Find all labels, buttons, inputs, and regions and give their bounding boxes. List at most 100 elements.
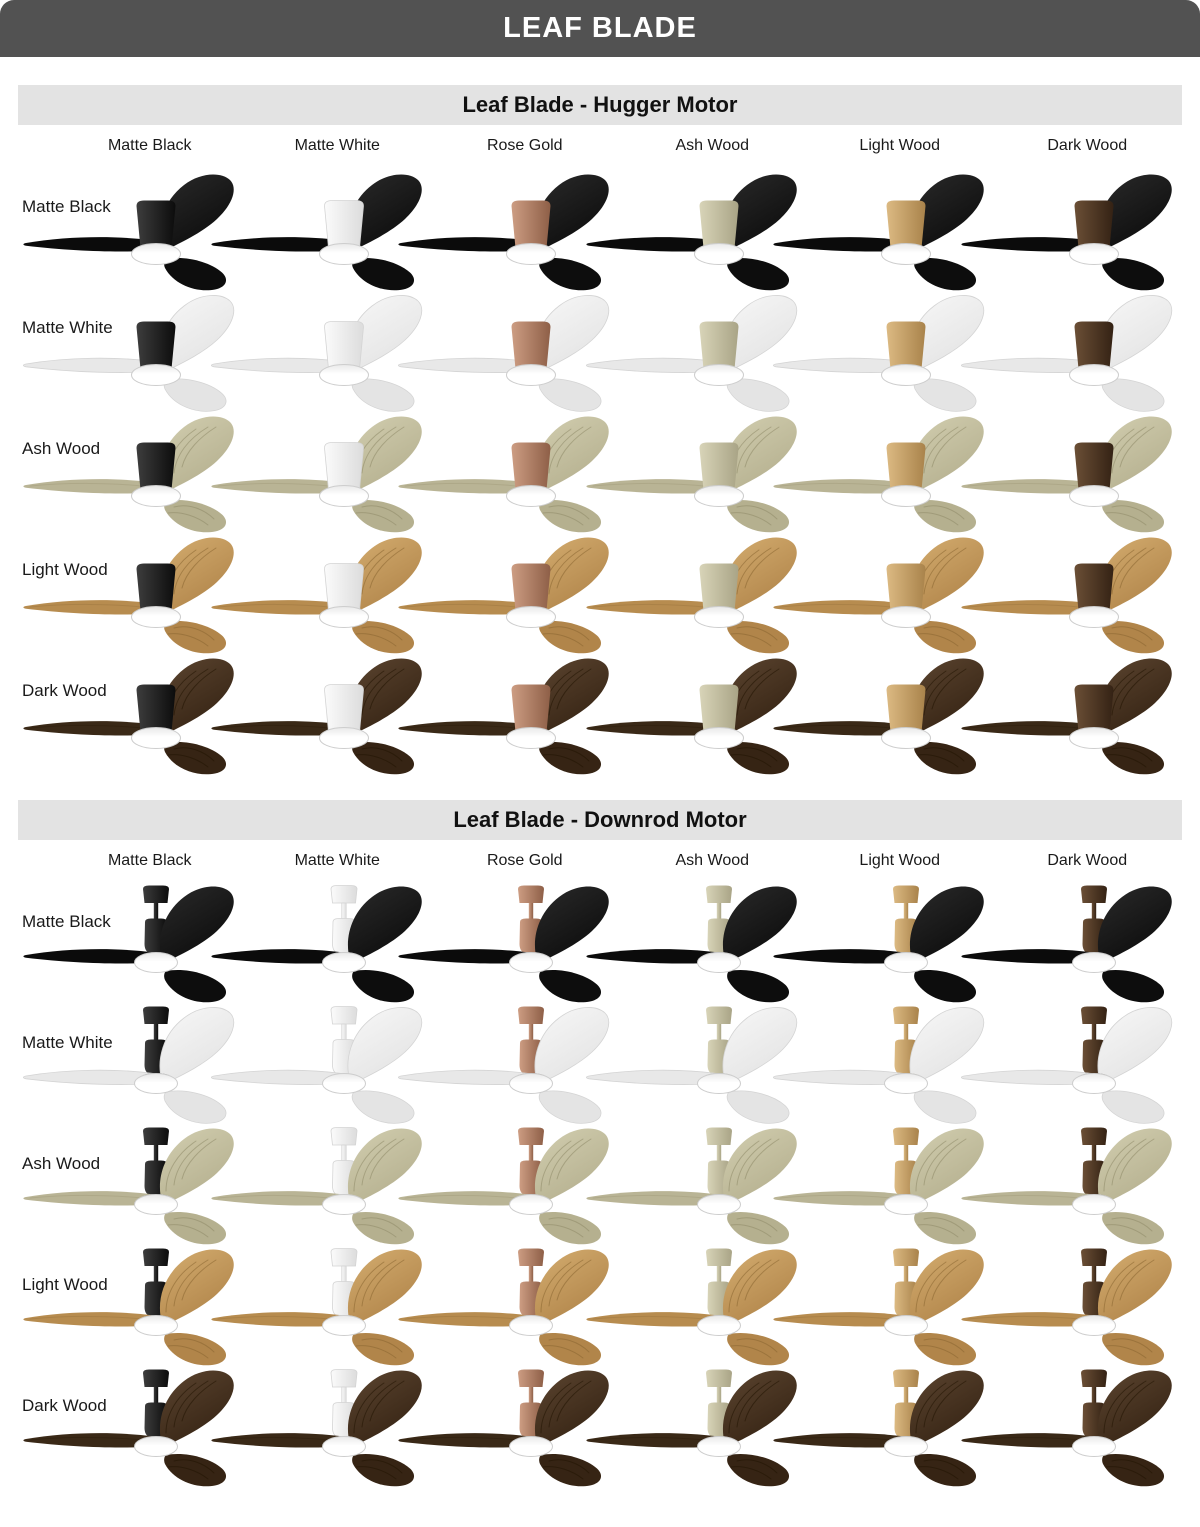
row-label-matte-black: Matte Black [22,912,111,931]
fan-motor-cone [323,563,364,612]
fan-blade-left [585,1433,719,1448]
section-header-hugger: Leaf Blade - Hugger Motor [18,85,1182,125]
section-downrod: Leaf Blade - Downrod Motor Matte Black Ma… [0,800,1200,1487]
fan-blade-bottom [539,620,602,654]
blade-row-ash-wood: Ash Wood [0,1114,1200,1245]
fan-downrod-motor-rose-gold-blades-dark-wood [398,1356,619,1487]
fan-blades [585,537,797,654]
fan-blade-top [534,1128,609,1204]
fan-blade-left [398,949,532,964]
fan-blade-top [159,1370,234,1446]
fan-canopy [518,885,544,903]
fan-hugger-motor-dark-wood-blades-light-wood [960,520,1182,654]
fan-downrod [903,1024,909,1041]
fan-canopy [1080,1248,1107,1266]
fan-blade-bottom [913,1090,977,1124]
fan-blade-left [23,1191,157,1206]
fan-light [321,1315,366,1336]
fan-hugger-motor-matte-white-blades-ash-wood [210,399,432,533]
fan-blade-top [1097,1249,1172,1325]
fan-canopy [518,1248,544,1266]
fan-downrod-motor-matte-black-blades-ash-wood [23,1114,244,1245]
fan-light [881,243,931,265]
fan-blade-top [347,416,422,492]
fan-image [773,537,984,654]
fan-hugger-motor-light-wood-blades-matte-white [772,278,994,412]
fan-blades [398,886,609,1003]
fan-blade-left [210,479,344,494]
blade-grain-lines [404,668,592,768]
fan-light [696,1315,741,1336]
fan-downrod-motor-rose-gold-blades-ash-wood [398,1114,619,1245]
fan-downrod-motor-dark-wood-blades-light-wood [960,1235,1182,1366]
fan-blade-top [159,416,234,492]
fan-blade-bottom [164,1211,227,1245]
fan-image [773,1369,984,1487]
fan-blade-top [1097,174,1172,250]
fan-blade-top [159,537,234,613]
fan-image [585,1248,797,1366]
fan-blade-top [534,886,609,962]
blade-grain-lines [217,1259,404,1359]
fan-blade-left [773,1312,907,1327]
fan-blade-bottom [1101,741,1164,775]
fan-downrod [716,903,721,920]
fan-blades [585,1128,797,1245]
fan-image [23,174,234,291]
fan-blade-bottom [726,1090,789,1124]
fan-blades [210,1007,422,1124]
fan-blade-top [534,537,609,613]
fan-hugger-motor-matte-black-blades-ash-wood [23,399,244,533]
fan-blades [210,1370,422,1487]
fan-hugger-motor-rose-gold-blades-light-wood [398,520,619,654]
fan-blade-left [960,479,1094,494]
fan-image [585,295,797,412]
fan-blade-left [773,721,907,736]
fan-blade-top [722,174,797,250]
fan-blade-left [398,237,532,252]
fan-motor-cone [323,321,364,370]
fan-image [22,1006,235,1124]
fan-image [585,1006,797,1124]
fan-downrod-motor-rose-gold-blades-matte-white [397,993,619,1124]
fan-blade-left [23,1312,157,1327]
blade-row-matte-white: Matte White [0,993,1200,1124]
fan-blade-bottom [914,257,977,291]
column-header-ash-wood: Ash Wood [675,137,750,154]
fan-downrod [340,902,347,921]
fan-blades [960,295,1172,412]
fan-downrod-motor-matte-black-blades-matte-black [23,872,244,1003]
fan-cells [23,872,1200,1003]
fan-downrod [153,1024,159,1041]
fan-blade-bottom [539,1453,602,1487]
fan-hugger-motor-matte-black-blades-light-wood [23,520,244,654]
fan-image [210,1006,422,1124]
fan-motor-cone [136,442,176,490]
fan-blade-top [909,174,984,250]
fan-blades [210,537,422,654]
fan-blade-left [398,721,532,736]
fan-downrod [716,1266,721,1283]
fan-light [693,727,744,749]
fan-image [960,658,1172,775]
fan-blade-bottom [914,1332,977,1366]
fan-motor-cone [886,563,926,611]
fan-light [509,1436,553,1457]
fan-blade-bottom [726,1211,789,1245]
fan-blade-bottom [539,1332,602,1366]
fan-image [398,885,609,1003]
fan-downrod-motor-light-wood-blades-light-wood [773,1235,994,1366]
fan-blade-left [23,949,157,964]
fan-blade-top [347,537,422,613]
fan-canopy [705,1248,732,1266]
fan-blade-top [534,1249,609,1325]
fan-light [509,952,553,973]
fan-blade-bottom [539,969,602,1003]
fan-blade-top [159,174,234,250]
fan-blades [773,416,984,533]
fan-canopy [143,1369,169,1387]
fan-downrod-motor-ash-wood-blades-light-wood [585,1235,807,1366]
fan-light [693,606,744,628]
fan-downrod [903,1266,909,1283]
fan-blade-bottom [914,620,977,654]
